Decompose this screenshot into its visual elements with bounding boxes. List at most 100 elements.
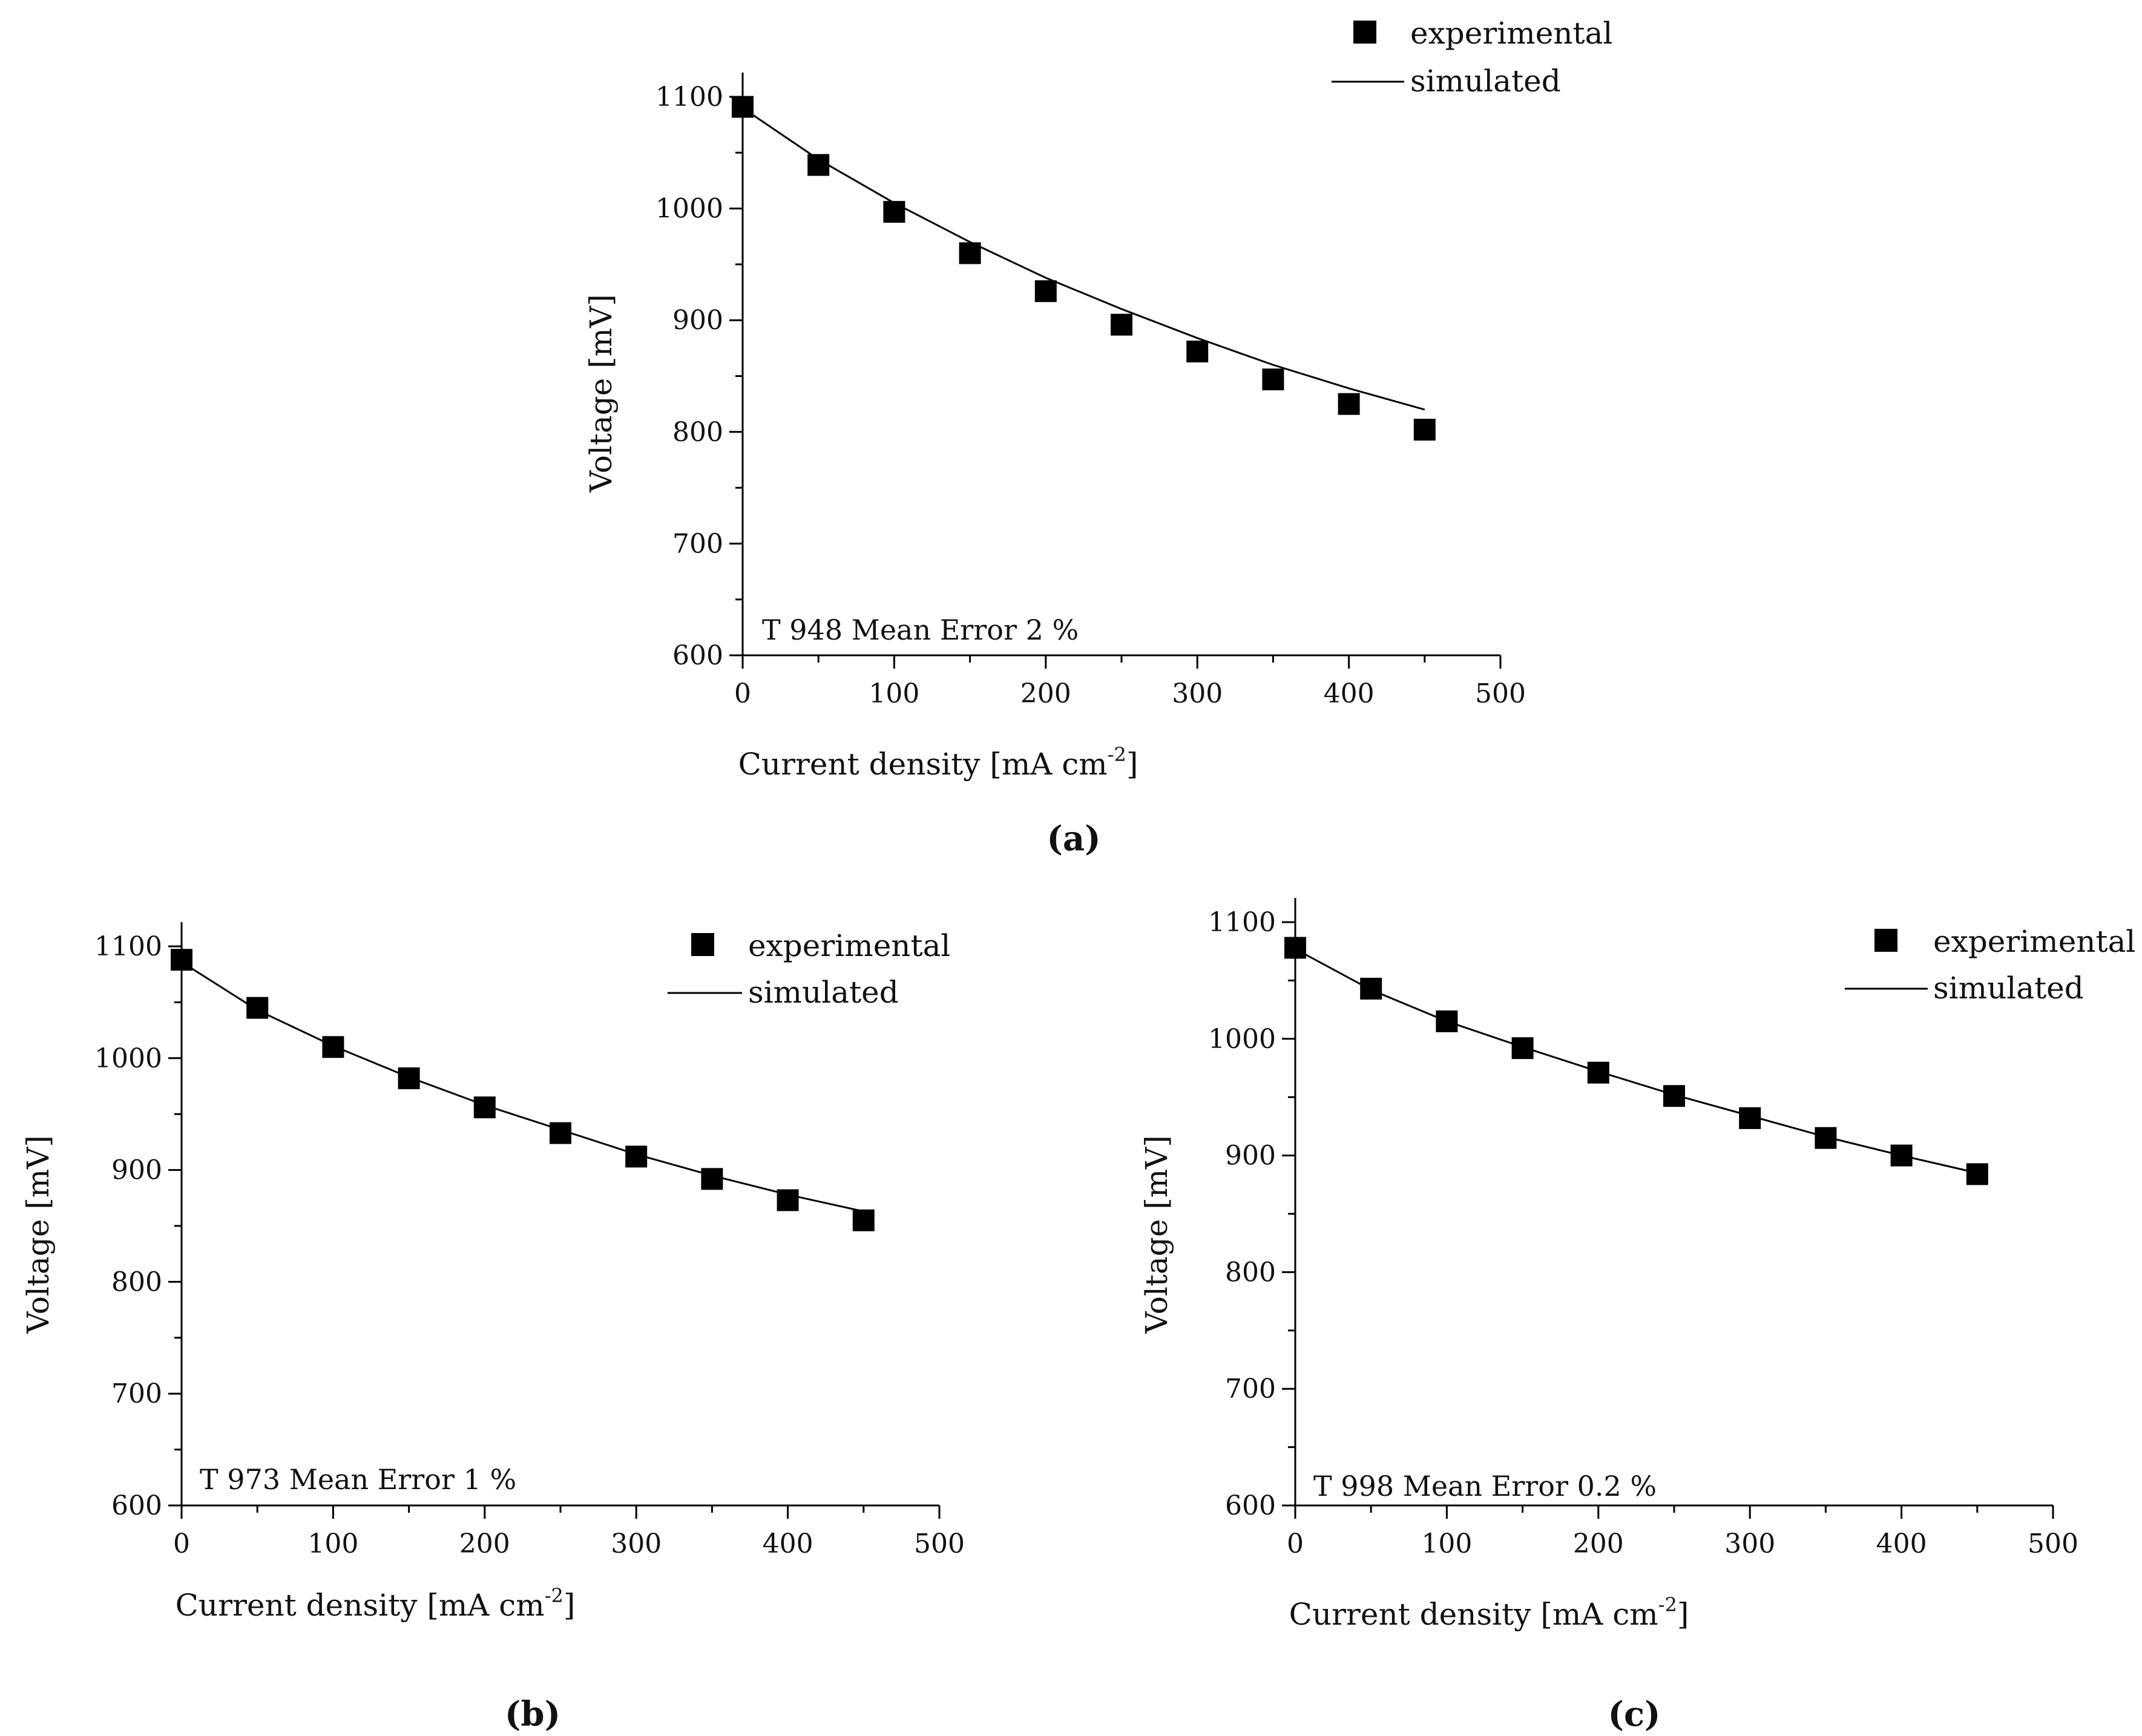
x-tick-label: 100 (869, 678, 919, 709)
experimental-data-point (322, 1036, 344, 1058)
y-tick-label: 700 (111, 1378, 162, 1409)
y-axis-title: Voltage [mV] (1139, 1135, 1174, 1334)
y-tick-label: 700 (1225, 1374, 1276, 1404)
experimental-data-point (1663, 1085, 1685, 1107)
simulated-series-line (181, 961, 864, 1213)
chart-annotation: T 998 Mean Error 0.2 % (1313, 1470, 1657, 1502)
x-tick-label: 100 (1421, 1528, 1472, 1559)
legend: experimental simulated (1845, 924, 2135, 1006)
x-tick-label: 300 (1172, 678, 1223, 709)
chart-annotation: T 973 Mean Error 1 % (200, 1463, 516, 1496)
experimental-data-point (1186, 340, 1209, 362)
legend-square-marker (691, 933, 714, 956)
experimental-data-point (959, 242, 981, 264)
experimental-data-point (1360, 977, 1382, 1000)
y-tick-label: 1100 (655, 82, 723, 113)
experimental-data-point (550, 1122, 571, 1144)
experimental-data-point (1739, 1107, 1761, 1129)
chart-panel-c: 0 100 200 300 400 500 600 700 800 900 1000 1100 T 9… (1139, 898, 2135, 1632)
experimental-data-point (1815, 1127, 1837, 1149)
legend-square-marker (1353, 21, 1376, 44)
y-tick-label: 900 (672, 305, 723, 336)
x-axis-title: Current density [mA cm-2] (738, 743, 1138, 782)
experimental-data-point (625, 1145, 648, 1168)
y-tick-label: 900 (1225, 1141, 1276, 1171)
x-tick-label: 200 (459, 1528, 510, 1559)
chart-panel-b: 0 100 200 300 400 500 600 700 800 900 1000 1100 T 9… (21, 922, 965, 1623)
experimental-data-point (1284, 937, 1306, 959)
x-axis-title-superscript: -2 (1658, 1593, 1677, 1616)
y-tick-label: 1000 (1208, 1024, 1276, 1055)
x-tick-label: 400 (763, 1528, 813, 1559)
y-axis-title: Voltage [mV] (21, 1135, 56, 1334)
x-axis-title-superscript: -2 (1108, 743, 1126, 766)
y-axis-title: Voltage [mV] (583, 294, 619, 493)
experimental-data-point (473, 1096, 496, 1119)
panel-label-b: (b) (505, 1694, 560, 1734)
experimental-data-point (1587, 1061, 1609, 1084)
experimental-data-point (883, 201, 905, 223)
y-tick-label: 800 (672, 417, 723, 448)
experimental-data-point (398, 1067, 420, 1090)
experimental-data-point (1511, 1037, 1534, 1060)
legend-label-simulated: simulated (1933, 971, 2084, 1006)
legend-square-marker (1874, 929, 1897, 952)
x-axis-title-superscript: -2 (545, 1584, 563, 1607)
y-tick-label: 1100 (1208, 907, 1276, 938)
x-axis-title-text: Current density [mA cm (1289, 1597, 1658, 1632)
experimental-data-point (1262, 368, 1284, 391)
y-tick-label: 700 (672, 528, 723, 559)
y-tick-label: 800 (1225, 1257, 1276, 1288)
y-tick-label: 800 (111, 1266, 162, 1297)
x-axis-title-end: ] (563, 1588, 576, 1623)
legend-label-experimental: experimental (748, 928, 950, 963)
x-axis-title-end: ] (1677, 1597, 1689, 1632)
panel-label-c: (c) (1608, 1694, 1660, 1734)
experimental-data-point (1966, 1163, 1988, 1185)
simulated-series-line (742, 107, 1425, 411)
x-tick-label: 500 (1475, 678, 1526, 709)
x-tick-label: 0 (1287, 1528, 1304, 1559)
y-tick-label: 600 (111, 1490, 162, 1521)
y-tick-label: 900 (111, 1155, 162, 1186)
legend: experimental simulated (668, 928, 950, 1010)
experimental-data-point (1413, 419, 1436, 441)
legend-label-simulated: simulated (748, 975, 899, 1010)
y-tick-label: 1100 (94, 931, 162, 962)
x-tick-label: 200 (1020, 678, 1071, 709)
x-tick-label: 500 (914, 1528, 965, 1559)
x-axis-title-text: Current density [mA cm (738, 747, 1108, 782)
x-tick-label: 100 (307, 1528, 358, 1559)
x-tick-label: 300 (1724, 1528, 1775, 1559)
x-axis-title: Current density [mA cm-2] (1289, 1593, 1689, 1632)
experimental-data-point (1436, 1010, 1458, 1032)
x-tick-label: 300 (611, 1528, 662, 1559)
panel-label-a: (a) (1046, 819, 1100, 859)
legend-label-experimental: experimental (1410, 16, 1612, 51)
x-tick-label: 400 (1876, 1528, 1927, 1559)
y-tick-label: 1000 (94, 1043, 162, 1074)
y-tick-label: 600 (672, 640, 723, 671)
experimental-data-point (1034, 280, 1057, 303)
x-tick-label: 0 (734, 678, 751, 709)
legend-label-simulated: simulated (1410, 64, 1561, 99)
experimental-data-point (852, 1209, 875, 1231)
x-axis-title: Current density [mA cm-2] (176, 1584, 576, 1623)
chart-panel-a: 0 100 200 300 400 500 600 700 800 900 1000 1100 T 9… (583, 16, 1612, 782)
legend-label-experimental: experimental (1933, 924, 2135, 959)
x-tick-label: 0 (173, 1528, 190, 1559)
x-tick-label: 400 (1324, 678, 1375, 709)
experimental-data-point (1338, 393, 1360, 415)
experimental-data-point (1111, 313, 1132, 336)
chart-annotation: T 948 Mean Error 2 % (762, 614, 1079, 646)
experimental-data-point (246, 997, 269, 1019)
legend: experimental simulated (1332, 16, 1612, 99)
experimental-data-point (1890, 1144, 1913, 1167)
experimental-data-point (777, 1189, 799, 1211)
experimental-data-point (807, 154, 830, 176)
x-tick-label: 500 (2028, 1528, 2078, 1559)
simulated-series-line (1295, 948, 1978, 1174)
plot-area: 0 100 200 300 400 500 600 700 800 900 1000 1100 (1208, 898, 2078, 1559)
y-tick-label: 600 (1225, 1490, 1276, 1521)
